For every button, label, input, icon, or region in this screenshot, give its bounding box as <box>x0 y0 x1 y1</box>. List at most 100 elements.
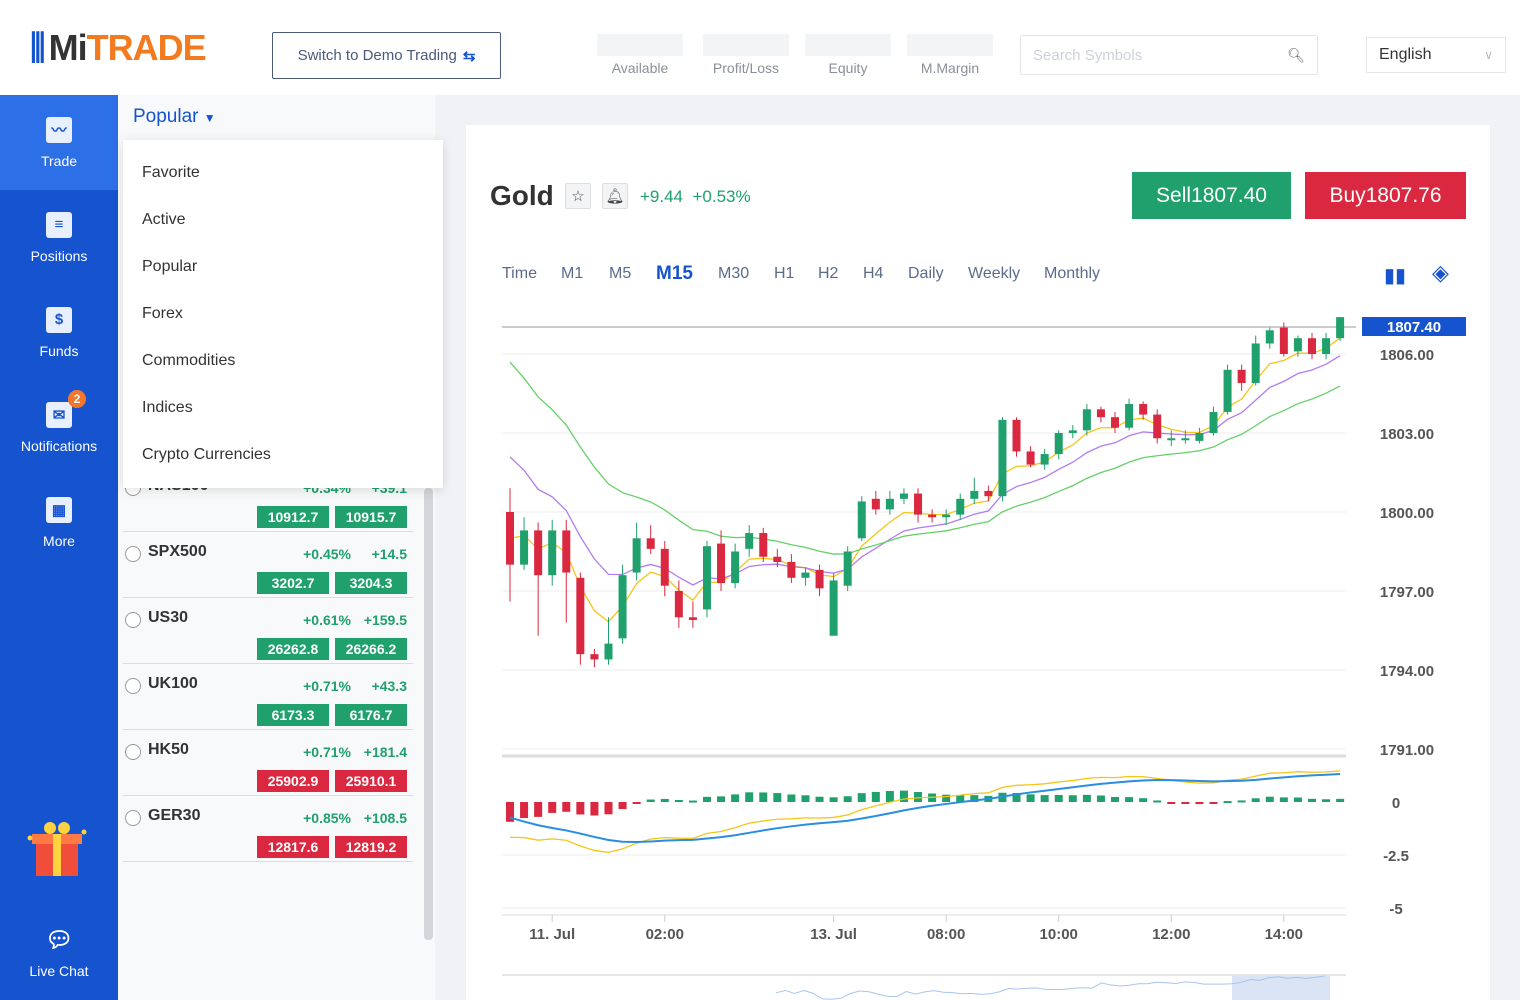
chevron-down-icon: ∨ <box>1484 48 1493 62</box>
candle <box>1336 317 1345 341</box>
menu-item-commodities[interactable]: Commodities <box>142 352 236 369</box>
price-chart[interactable]: 1806.00 1803.00 1800.00 1797.00 1794.00 1791.… <box>466 300 1490 1000</box>
sell-price-button[interactable]: 26262.8 <box>257 638 329 660</box>
x-tick-label: 11. Jul <box>529 926 575 943</box>
candle <box>618 564 627 644</box>
select-radio[interactable] <box>125 678 141 694</box>
y-tick-label: 1797.00 <box>1380 584 1434 601</box>
timeframe-h1[interactable]: H1 <box>774 265 795 282</box>
candle-body <box>506 511 514 565</box>
candle <box>787 554 796 584</box>
timeframe-m30[interactable]: M30 <box>718 265 750 282</box>
macd-histogram-bar <box>899 790 908 802</box>
candle-body <box>1012 419 1021 452</box>
timeframe-m1[interactable]: M1 <box>561 265 584 282</box>
macd-histogram-bar <box>520 802 529 819</box>
candle-body <box>1336 317 1345 339</box>
sidebar-item-funds[interactable]: $ Funds <box>0 285 118 380</box>
gift-icon[interactable] <box>26 818 88 880</box>
macd-histogram-bar <box>1237 800 1246 803</box>
menu-item-crypto[interactable]: Crypto Currencies <box>142 446 271 463</box>
signal-line <box>509 772 1341 844</box>
category-dropdown[interactable]: Popular ▼ <box>133 106 216 127</box>
sell-price-button[interactable]: 25902.9 <box>257 770 329 792</box>
buy-price-button[interactable]: 12819.2 <box>335 836 407 858</box>
buy-price-button[interactable]: 26266.2 <box>335 638 407 660</box>
macd-tick-label: -5 <box>1389 901 1402 918</box>
symbol-row[interactable]: US30 +0.61% +159.5 26262.8 26266.2 <box>123 598 413 664</box>
sell-price-button[interactable]: 6173.3 <box>257 704 329 726</box>
sell-button[interactable]: Sell1807.40 <box>1132 172 1291 219</box>
dollar-icon: $ <box>46 306 72 333</box>
category-menu: Favorite Active Popular Forex Commoditie… <box>123 140 443 488</box>
clipboard-icon: ≡ <box>46 211 72 238</box>
mitrade-logo[interactable]: ⫼ Mi TRADE <box>30 27 207 68</box>
language-select[interactable]: English ∨ <box>1366 37 1506 73</box>
buy-button[interactable]: Buy1807.76 <box>1305 172 1466 219</box>
timeframe-time[interactable]: Time <box>502 265 537 282</box>
macd-histogram-bar <box>1096 795 1105 802</box>
sidebar-item-positions[interactable]: ≡ Positions <box>0 190 118 285</box>
sell-price-button[interactable]: 10912.7 <box>257 506 329 528</box>
symbol-row[interactable]: HK50 +0.71% +181.4 25902.9 25910.1 <box>123 730 413 796</box>
sell-price-button[interactable]: 12817.6 <box>257 836 329 858</box>
symbol-row[interactable]: UK100 +0.71% +43.3 6173.3 6176.7 <box>123 664 413 730</box>
macd-histogram-bar <box>1223 801 1232 804</box>
candle <box>1322 332 1331 360</box>
candle-body <box>674 590 683 618</box>
candle-body <box>562 530 571 573</box>
stat-margin: M.Margin <box>907 34 993 76</box>
macd-histogram-bar <box>787 794 796 802</box>
menu-item-popular[interactable]: Popular <box>142 258 198 275</box>
star-icon[interactable]: ☆ <box>565 183 591 209</box>
timeframe-daily[interactable]: Daily <box>908 265 944 282</box>
macd-histogram-bar <box>1012 792 1021 802</box>
candle-body <box>576 577 585 655</box>
candle-body <box>1026 451 1035 465</box>
timeframe-m15[interactable]: M15 <box>656 263 693 284</box>
panel-scrollbar[interactable] <box>424 488 433 940</box>
search-input[interactable] <box>1033 46 1288 64</box>
macd-histogram-bar <box>1307 798 1316 802</box>
menu-item-favorite[interactable]: Favorite <box>142 164 200 181</box>
sell-price-button[interactable]: 3202.7 <box>257 572 329 594</box>
buy-price-button[interactable]: 10915.7 <box>335 506 407 528</box>
buy-price-button[interactable]: 3204.3 <box>335 572 407 594</box>
live-chat-button[interactable]: 💬︎ Live Chat <box>29 926 89 979</box>
timeframe-h2[interactable]: H2 <box>818 265 839 282</box>
symbol-row[interactable]: GER30 +0.85% +108.5 12817.6 12819.2 <box>123 796 413 862</box>
menu-item-forex[interactable]: Forex <box>142 305 183 322</box>
candle-body <box>815 569 824 589</box>
candle <box>660 540 669 597</box>
candle-body <box>899 493 908 499</box>
candle <box>520 517 529 570</box>
select-radio[interactable] <box>125 612 141 628</box>
candle <box>829 572 838 636</box>
chart-type-icon[interactable]: ▮▮ <box>1384 265 1407 287</box>
search-icon[interactable]: 🔍︎ <box>1287 46 1305 63</box>
candle <box>1153 409 1162 444</box>
buy-price-button[interactable]: 25910.1 <box>335 770 407 792</box>
switch-demo-button[interactable]: Switch to Demo Trading ⇆ <box>272 32 501 79</box>
change-pct: +0.61% <box>303 612 351 628</box>
timeframe-weekly[interactable]: Weekly <box>968 265 1021 282</box>
bell-icon[interactable]: 🔔︎ <box>602 183 628 209</box>
sidebar-item-notifications[interactable]: ✉ 2 Notifications <box>20 389 98 454</box>
symbol-row[interactable]: SPX500 +0.45% +14.5 3202.7 3204.3 <box>123 532 413 598</box>
timeframe-m5[interactable]: M5 <box>609 265 632 282</box>
candle-body <box>1251 343 1260 383</box>
macd-histogram-bar <box>942 794 951 802</box>
timeframe-h4[interactable]: H4 <box>863 265 884 282</box>
select-radio[interactable] <box>125 810 141 826</box>
menu-item-active[interactable]: Active <box>142 211 186 228</box>
select-radio[interactable] <box>125 546 141 562</box>
sidebar-item-trade[interactable]: 〰 Trade <box>0 95 118 190</box>
macd-histogram-bar <box>646 799 655 802</box>
menu-item-indices[interactable]: Indices <box>142 399 193 416</box>
buy-price-button[interactable]: 6176.7 <box>335 704 407 726</box>
layers-icon[interactable]: ◈ <box>1432 260 1449 285</box>
sidebar-item-more[interactable]: ▦ More <box>0 475 118 570</box>
candle-body <box>942 514 951 518</box>
select-radio[interactable] <box>125 744 141 760</box>
timeframe-monthly[interactable]: Monthly <box>1044 265 1101 282</box>
